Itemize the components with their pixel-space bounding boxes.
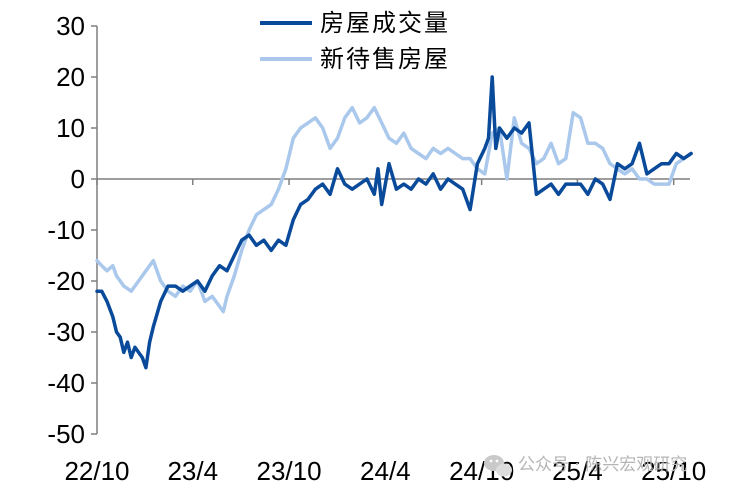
legend: 房屋成交量 新待售房屋 — [260, 9, 450, 73]
x-tick-label: 23/10 — [257, 456, 322, 486]
x-axis: 22/10 23/4 23/10 24/4 24/10 25/4 25/10 — [64, 178, 706, 486]
y-tick-label: 30 — [56, 11, 85, 41]
y-tick-label: 0 — [71, 164, 85, 194]
y-axis: 30 20 10 0 -10 -20 -30 -40 -50 — [47, 11, 98, 449]
x-tick-label: 25/10 — [641, 456, 706, 486]
y-tick-label: 20 — [56, 62, 85, 92]
y-tick-label: -50 — [47, 419, 85, 449]
y-tick-label: -40 — [47, 368, 85, 398]
x-tick-label: 22/10 — [64, 456, 129, 486]
y-tick-label: 10 — [56, 113, 85, 143]
wechat-icon — [484, 455, 512, 477]
y-tick-label: -20 — [47, 266, 85, 296]
x-tick-label: 24/4 — [360, 456, 411, 486]
series-line-new-listings — [95, 105, 693, 314]
legend-label-new-listings: 新待售房屋 — [320, 45, 450, 73]
series-lines — [95, 75, 693, 370]
y-tick-label: -10 — [47, 215, 85, 245]
watermark-text: 公众号 · 陈兴宏观研究 — [518, 455, 687, 475]
legend-label-trade-volume: 房屋成交量 — [320, 9, 450, 37]
series-line-trade-volume — [95, 75, 693, 370]
y-tick-label: -30 — [47, 317, 85, 347]
x-tick-label: 25/4 — [552, 456, 603, 486]
x-tick-label: 23/4 — [167, 456, 218, 486]
watermark: 公众号 · 陈兴宏观研究 — [484, 455, 687, 477]
